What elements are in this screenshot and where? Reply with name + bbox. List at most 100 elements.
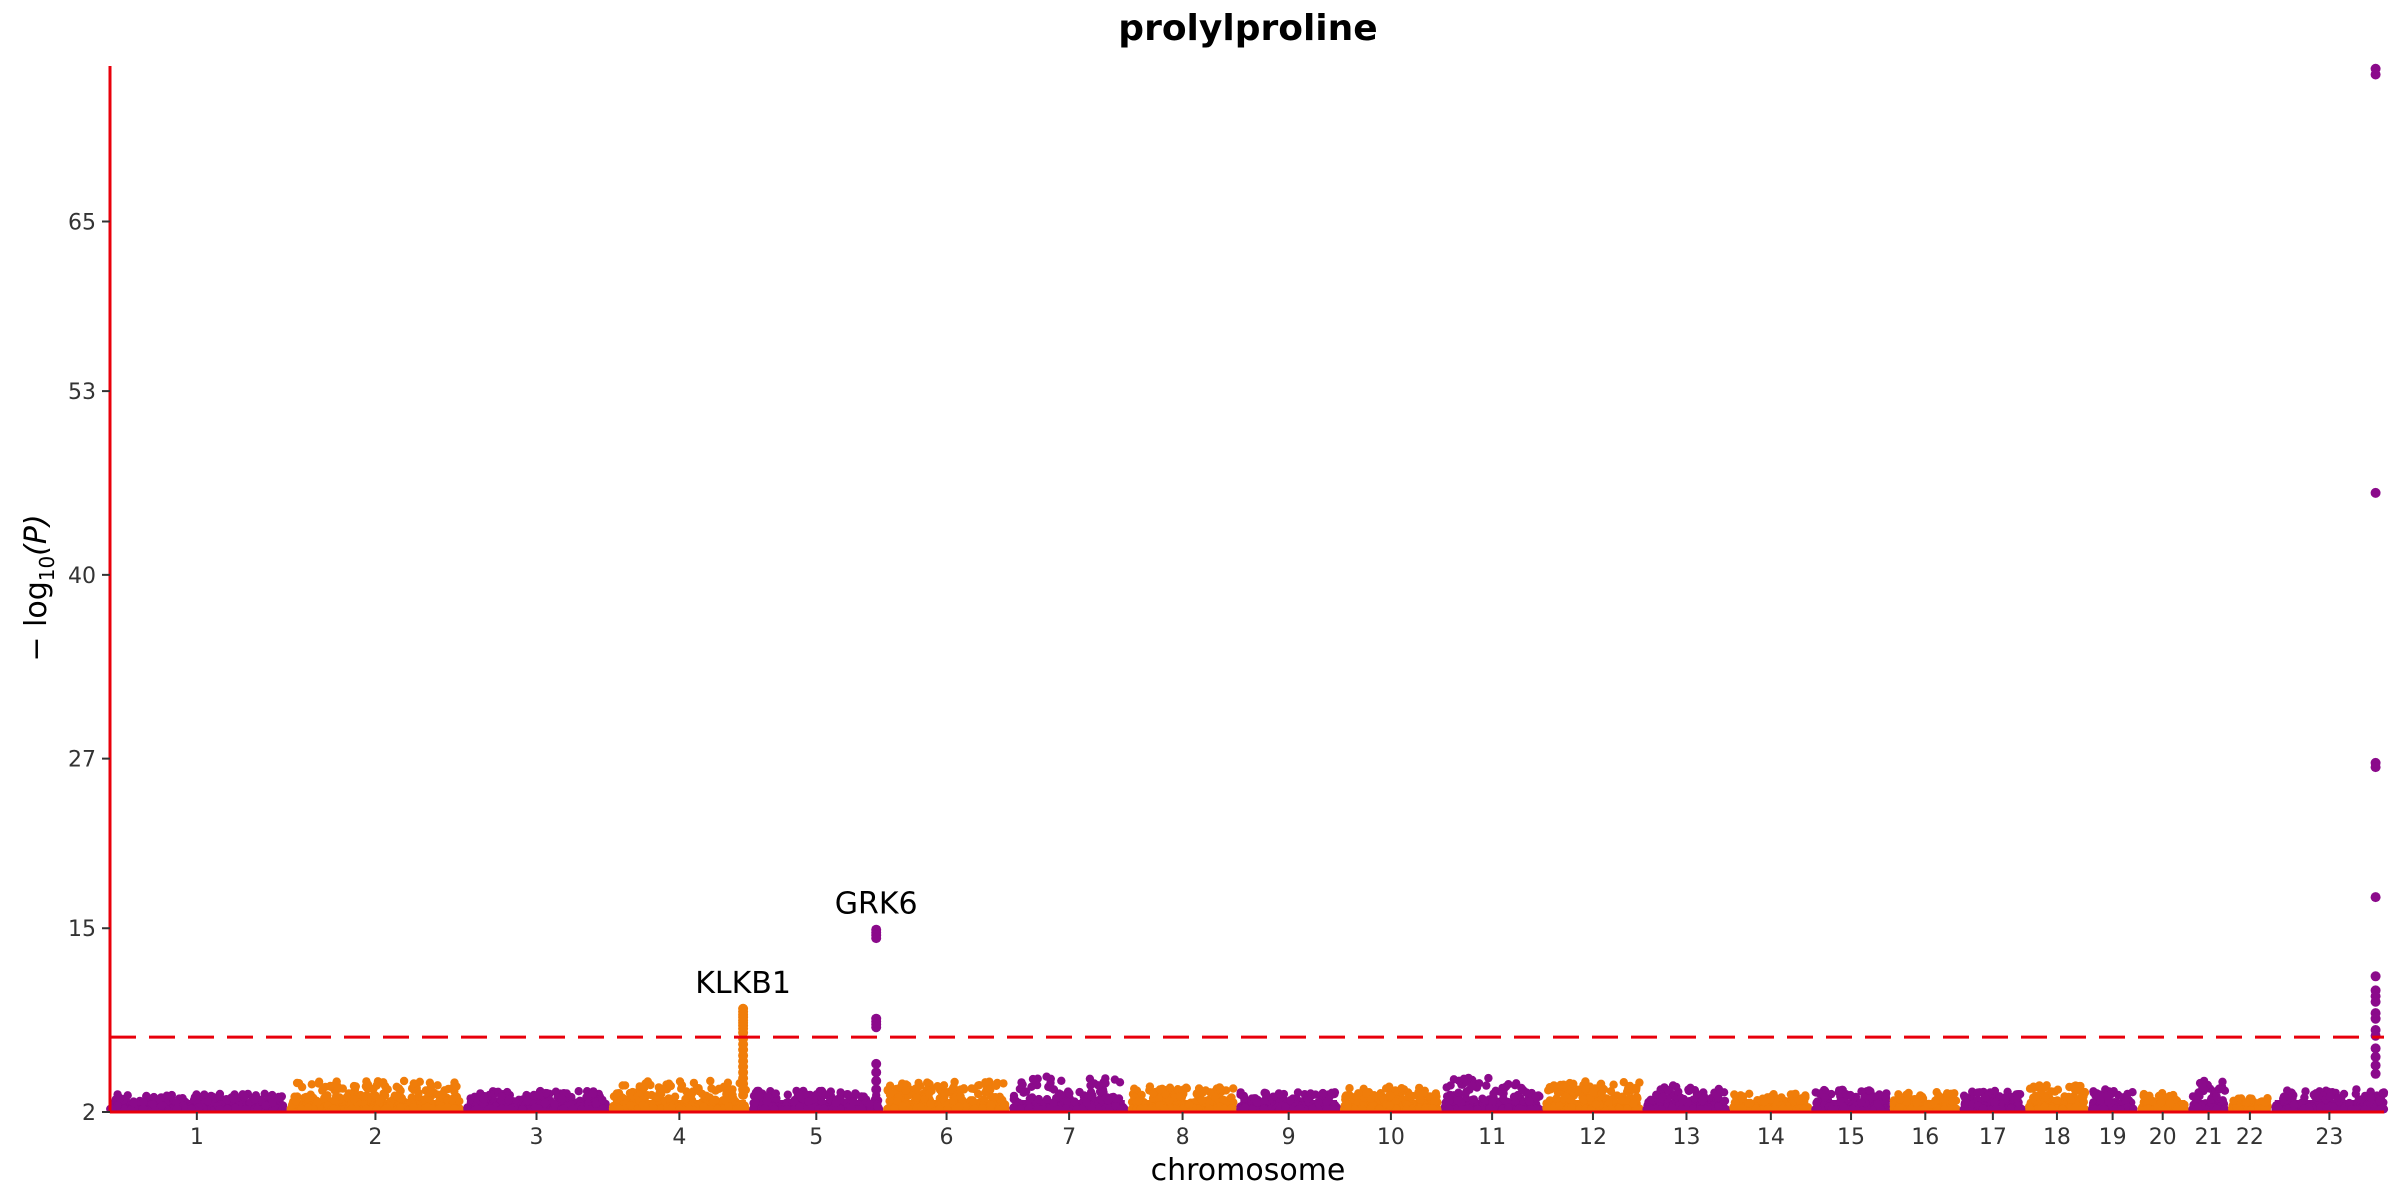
snp-point [591,1099,601,1109]
snp-point [873,1102,882,1111]
snp-point [886,1089,895,1098]
snp-point [1192,1089,1202,1098]
snp-point [1034,1094,1044,1104]
snp-point [261,1101,270,1110]
snp-point [821,1090,831,1099]
snp-point [351,1082,360,1091]
chromosome-points-4 [608,1076,750,1114]
snp-point [795,1090,804,1099]
snp-point [1019,1088,1028,1097]
snp-point [1182,1083,1191,1092]
snp-point [1322,1097,1332,1106]
snp-point [790,1097,799,1107]
snp-point [969,1084,979,1094]
snp-point [706,1076,715,1086]
snp-point [540,1098,550,1108]
chromosome-points-2 [286,1076,465,1114]
snp-point [916,1103,926,1112]
snp-point [129,1099,139,1108]
snp-point [433,1081,442,1090]
snp-point [1155,1085,1165,1094]
snp-point [721,1096,730,1105]
snp-point [392,1091,401,1101]
snp-point [939,1081,949,1090]
chromosome-points-9 [1236,1088,1341,1114]
snp-point [535,1090,544,1100]
snp-point [901,1086,911,1095]
snp-point [711,1095,720,1105]
chromosome-points-10 [1339,1082,1442,1114]
snp-point [149,1092,159,1102]
snp-point [320,1094,329,1103]
snp-point [268,1098,277,1107]
chart-title: prolylproline [1118,8,1377,49]
snp-point [1042,1072,1051,1081]
snp-point [1385,1101,1394,1110]
chromosome-points-8 [1127,1082,1238,1114]
snp-point [978,1104,987,1113]
snp-point [949,1082,958,1092]
snp-point [598,1095,607,1105]
snp-point [1165,1083,1175,1092]
snp-point [1342,1092,1352,1101]
snp-point [925,1089,934,1098]
snp-point [409,1079,418,1088]
snp-point [394,1084,404,1093]
snp-point [330,1096,339,1105]
chromosome-points-7 [1009,1072,1129,1114]
chromosome-points-6 [883,1077,1010,1114]
snp-point [452,1082,461,1091]
snp-point [1028,1074,1038,1084]
snp-point [200,1090,209,1099]
snp-point [318,1086,327,1095]
snp-point [1134,1096,1143,1106]
snp-point [1449,1075,1459,1084]
snp-point [961,1102,970,1112]
snp-point [920,1094,929,1104]
snp-point [1253,1098,1262,1107]
snp-point [885,1096,894,1106]
snp-point [231,1103,240,1113]
snp-point [448,1094,457,1103]
snp-point [1397,1084,1406,1093]
snp-point [992,1081,1001,1091]
snp-point [956,1092,965,1101]
snp-point [836,1088,845,1097]
snp-point [1155,1101,1164,1110]
snp-point [303,1103,313,1112]
snp-point [1094,1081,1103,1090]
snp-point [898,1079,907,1088]
snp-point [699,1102,708,1112]
snp-point [804,1097,813,1106]
snp-point [658,1085,668,1094]
snp-point [1442,1083,1451,1092]
snp-point [115,1093,125,1103]
snp-point [1369,1091,1379,1100]
snp-point [940,1089,950,1098]
snp-point [1018,1080,1027,1089]
snp-point [969,1097,978,1106]
snp-point [728,1090,737,1100]
snp-point [762,1097,772,1106]
snp-point [437,1089,447,1099]
snp-point [675,1077,685,1086]
snp-point [1101,1074,1110,1083]
snp-point [1086,1081,1095,1090]
snp-point [382,1104,391,1113]
snp-point [497,1092,506,1101]
snp-point [557,1094,567,1104]
snp-point [664,1094,673,1103]
snp-point [1318,1088,1328,1098]
snp-point [1239,1092,1248,1102]
snp-point [1386,1091,1395,1101]
snp-point [1103,1096,1113,1105]
snp-point [399,1076,409,1086]
snp-point [303,1093,312,1103]
snp-point [203,1096,212,1106]
snp-point [359,1092,368,1101]
snp-point [989,1093,998,1102]
snp-point [1327,1088,1337,1098]
snp-point [912,1083,922,1093]
snp-point [1057,1076,1066,1086]
